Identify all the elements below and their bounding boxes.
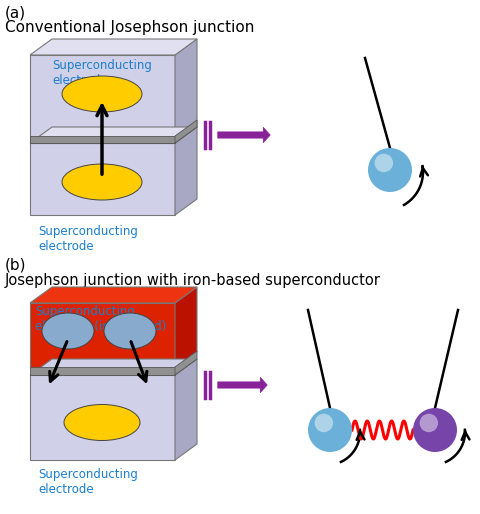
Ellipse shape [64,405,140,440]
Polygon shape [175,120,197,143]
Circle shape [314,414,333,432]
Ellipse shape [42,313,94,349]
Circle shape [420,414,438,432]
Ellipse shape [62,164,142,200]
Polygon shape [30,367,175,375]
Ellipse shape [104,313,156,349]
Text: Conventional Josephson junction: Conventional Josephson junction [5,20,254,35]
Polygon shape [30,143,175,215]
Circle shape [413,408,457,452]
Polygon shape [175,359,197,460]
Polygon shape [30,287,197,303]
Polygon shape [30,303,175,368]
Polygon shape [175,351,197,375]
Text: Josephson junction with iron-based superconductor: Josephson junction with iron-based super… [5,273,381,288]
Ellipse shape [62,76,142,112]
Polygon shape [175,287,197,368]
Polygon shape [30,55,175,143]
Text: Superconducting
electrode: Superconducting electrode [52,59,152,87]
Polygon shape [30,375,175,460]
Circle shape [368,148,412,192]
Text: Superconducting
electrode (iron-based): Superconducting electrode (iron-based) [35,305,167,333]
Text: (a): (a) [5,5,26,20]
Polygon shape [30,127,197,143]
Polygon shape [175,127,197,215]
Circle shape [374,154,393,172]
Polygon shape [30,359,197,375]
Text: Superconducting
electrode: Superconducting electrode [38,225,138,253]
Polygon shape [30,136,175,143]
Text: (b): (b) [5,258,26,273]
Polygon shape [30,39,197,55]
Polygon shape [175,39,197,143]
Circle shape [308,408,352,452]
Text: Superconducting
electrode: Superconducting electrode [38,468,138,496]
